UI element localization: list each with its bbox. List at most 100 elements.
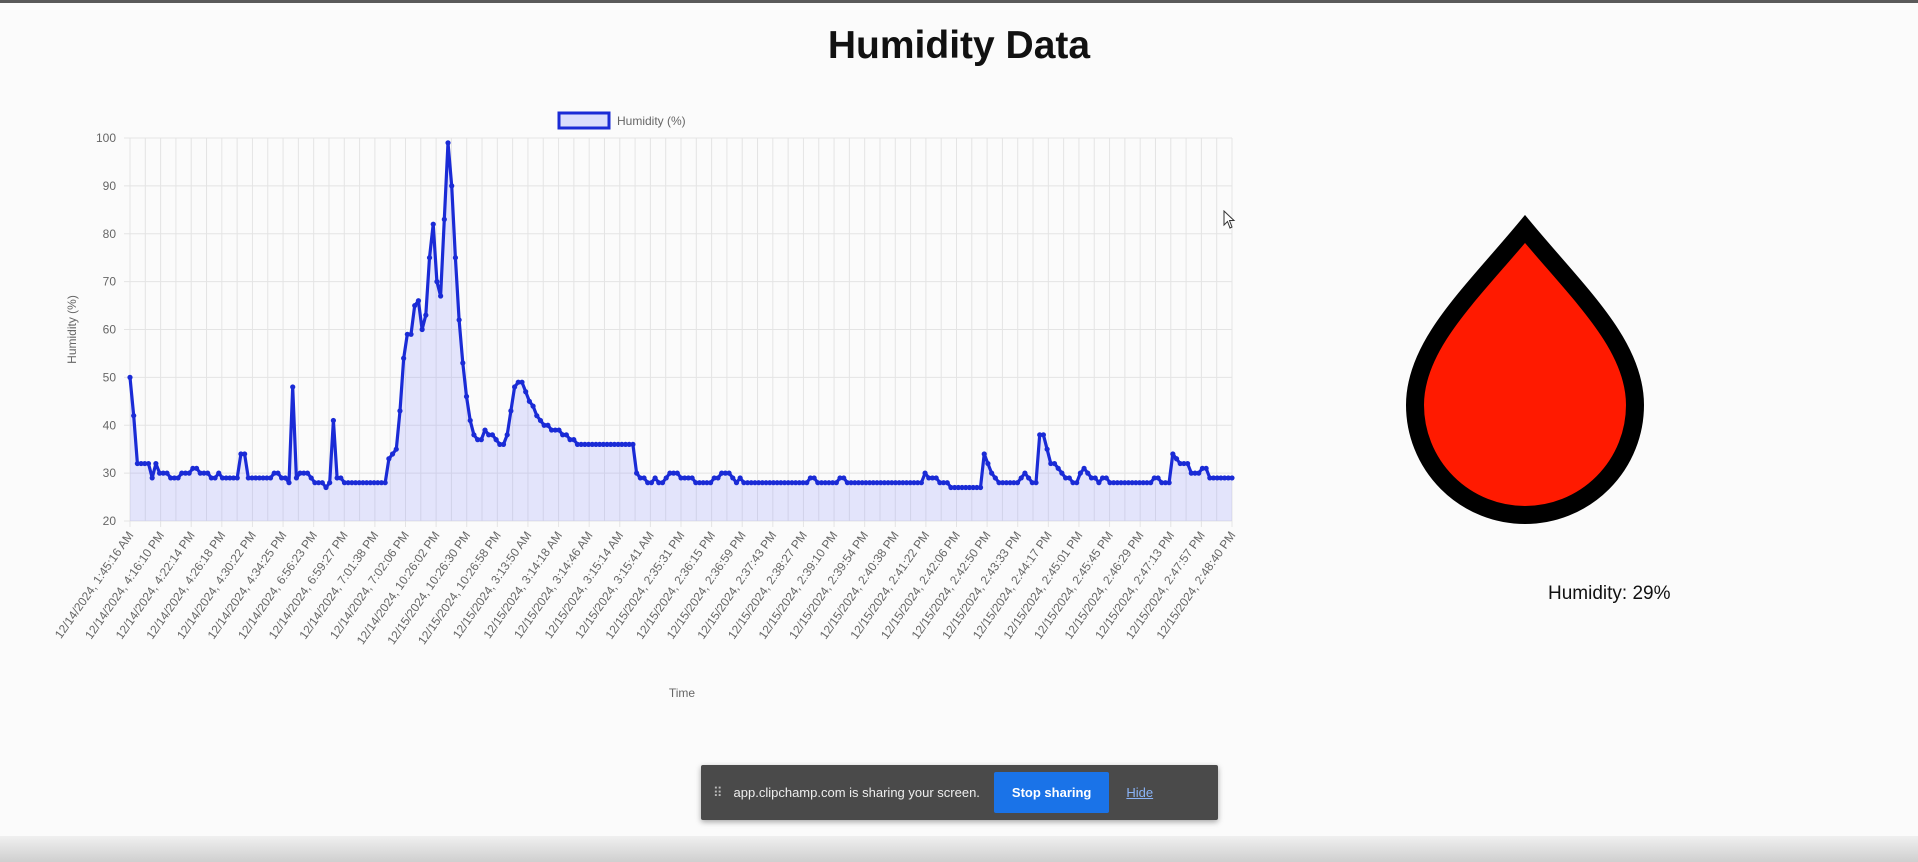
data-point [511, 384, 518, 390]
data-point [179, 470, 185, 476]
data-point [160, 470, 166, 476]
data-point [870, 480, 876, 486]
data-point [515, 379, 521, 385]
data-point [589, 441, 595, 447]
data-point [674, 470, 680, 476]
data-point [242, 451, 248, 457]
data-point [1162, 480, 1169, 486]
data-point [456, 317, 462, 323]
data-point [267, 475, 274, 481]
y-tick-label: 80 [103, 227, 117, 241]
data-point [663, 475, 669, 481]
hide-link[interactable]: Hide [1126, 785, 1154, 800]
data-point [375, 480, 381, 486]
data-point [1133, 480, 1139, 486]
data-point [249, 475, 255, 481]
data-point [219, 475, 226, 481]
screen-share-bar: ⠿ app.clipchamp.com is sharing your scre… [701, 765, 1218, 820]
data-point [903, 480, 910, 486]
data-point [356, 480, 362, 486]
data-point [449, 183, 455, 189]
data-point [552, 427, 558, 433]
data-point [611, 441, 618, 447]
data-point [519, 379, 525, 385]
data-point [896, 480, 902, 486]
data-point [478, 437, 484, 443]
data-point [1222, 475, 1228, 481]
data-point [1129, 480, 1135, 486]
data-point [966, 484, 973, 491]
data-point [349, 480, 355, 486]
stop-sharing-button[interactable]: Stop sharing [993, 772, 1110, 813]
legend-swatch [557, 111, 611, 130]
data-point [1136, 480, 1143, 486]
y-tick-label: 40 [103, 418, 117, 432]
data-point [534, 413, 540, 419]
data-point [578, 441, 584, 447]
data-point [756, 480, 762, 486]
data-point [1088, 475, 1095, 481]
legend-label: Humidity (%) [617, 114, 686, 128]
data-point [1003, 480, 1010, 486]
data-point [127, 374, 133, 380]
data-point [404, 331, 410, 337]
data-point [737, 475, 743, 481]
data-point [360, 480, 366, 486]
data-point [833, 480, 839, 486]
data-point [493, 437, 499, 443]
data-point [504, 432, 510, 438]
data-point [1026, 475, 1032, 481]
data-point [622, 441, 629, 447]
data-point [933, 475, 939, 481]
data-point [508, 408, 514, 414]
drag-handle-icon[interactable]: ⠿ [713, 784, 722, 800]
data-point [985, 460, 991, 467]
data-point [327, 480, 333, 486]
data-point [719, 470, 725, 476]
data-point [874, 480, 880, 486]
data-point [308, 475, 314, 481]
data-point [138, 460, 144, 467]
data-point [915, 480, 921, 486]
data-point [892, 480, 899, 486]
data-point [541, 422, 547, 428]
data-point [948, 484, 954, 491]
data-point [1022, 470, 1028, 476]
data-point [707, 480, 714, 486]
data-point [412, 302, 418, 309]
data-point [315, 480, 322, 486]
data-point [245, 475, 251, 481]
data-point [382, 480, 388, 486]
data-point [645, 480, 651, 486]
data-point [689, 475, 695, 481]
data-point [859, 480, 865, 486]
data-point [1081, 465, 1087, 471]
data-point [907, 480, 913, 486]
data-point [711, 475, 717, 481]
data-point [205, 470, 211, 476]
data-point [1210, 475, 1217, 481]
data-point [992, 475, 998, 481]
data-point [807, 475, 814, 481]
data-point [408, 331, 414, 337]
data-point [785, 480, 791, 486]
data-point [974, 484, 980, 491]
data-point [752, 480, 758, 486]
y-tick-label: 70 [103, 275, 117, 289]
top-border [0, 0, 1918, 3]
y-tick-label: 20 [103, 514, 117, 528]
data-point [275, 470, 281, 476]
data-point [415, 298, 422, 304]
data-point [1199, 465, 1206, 471]
data-point [744, 480, 751, 486]
data-point [866, 480, 873, 486]
data-point [881, 480, 887, 486]
data-point [989, 470, 995, 476]
data-point [530, 403, 536, 409]
data-point [889, 480, 895, 486]
data-point [748, 480, 754, 486]
data-point [545, 422, 551, 428]
data-point [963, 484, 969, 491]
data-point [463, 393, 470, 400]
data-point [230, 475, 237, 481]
